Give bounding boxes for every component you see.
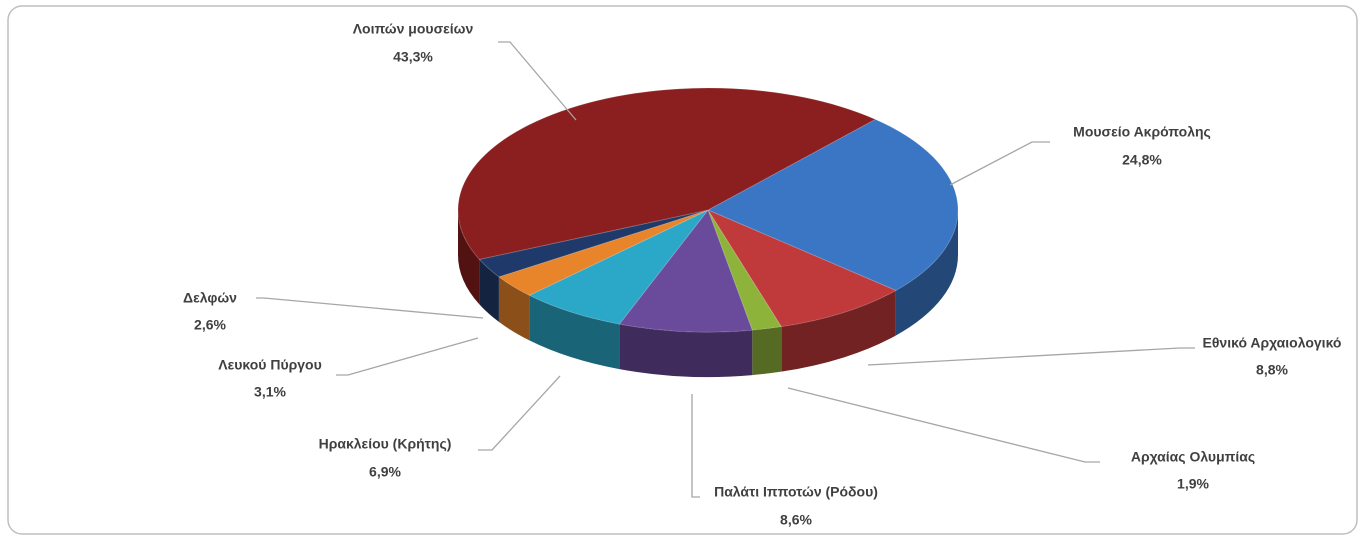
pie-slice [478,209,709,278]
data-label-value: 2,6% [194,317,226,333]
pie-slice [618,208,753,333]
pie-slice [706,118,959,292]
leader-line [256,297,484,319]
data-label-value: 1,9% [1177,476,1209,492]
data-label-name: Εθνικό Αρχαιολογικό [1203,335,1342,351]
data-label-value: 24,8% [1122,152,1162,168]
data-label-value: 8,8% [1256,362,1288,378]
leader-line [691,394,700,498]
leader-line [949,141,1050,186]
data-label-value: 8,6% [780,512,812,528]
leader-line [336,337,479,376]
pie-slice [457,87,877,260]
pie-slice [497,209,709,296]
pie-slice-side [619,324,753,377]
data-label-name: Ηρακλείου (Κρήτης) [319,436,452,452]
data-label-name: Δελφών [183,290,237,306]
data-label-name: Λοιπών μουσείων [353,21,474,37]
pie-slice-side [895,210,958,336]
leader-line [867,347,1195,366]
data-label-name: Μουσείο Ακρόπολης [1073,124,1211,140]
data-label-name: Λευκού Πύργου [218,357,321,373]
leader-line [498,41,577,121]
data-label-value: 6,9% [369,464,401,480]
pie-slice-side [529,295,620,370]
pie-slice [706,208,898,328]
pie-slice-side [498,276,530,341]
pie-slice-side [458,210,480,305]
leader-line [787,387,1100,463]
data-label-name: Αρχαίας Ολυμπίας [1131,449,1255,465]
pie-slice [528,209,709,325]
pie-slice [707,209,783,331]
data-label-value: 43,3% [393,49,433,65]
pie-slice-side [479,259,499,322]
pie-slice-side [752,326,782,376]
pie-slice-side [781,290,896,372]
data-label-value: 3,1% [254,384,286,400]
leader-line [478,375,561,451]
data-label-name: Παλάτι Ιπποτών (Ρόδου) [714,484,878,500]
